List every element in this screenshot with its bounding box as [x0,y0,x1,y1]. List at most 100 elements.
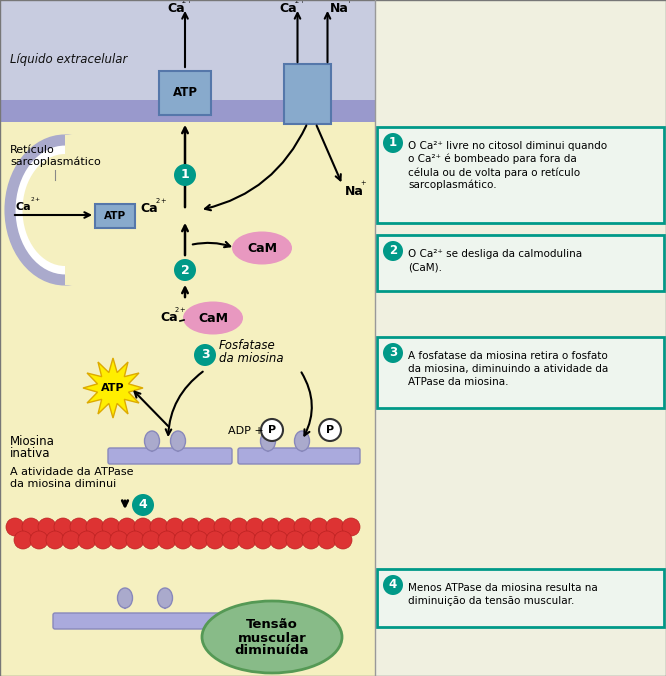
Circle shape [206,531,224,549]
Text: A fosfatase da miosina retira o fosfato: A fosfatase da miosina retira o fosfato [408,351,608,361]
Circle shape [94,531,112,549]
Circle shape [302,531,320,549]
Circle shape [383,575,403,595]
Text: Ca: Ca [160,311,178,324]
Ellipse shape [117,588,133,608]
Circle shape [158,531,176,549]
Text: diminuída: diminuída [234,644,309,658]
Ellipse shape [170,431,186,451]
FancyBboxPatch shape [159,71,211,115]
Circle shape [318,531,336,549]
Text: diminuição da tensão muscular.: diminuição da tensão muscular. [408,596,574,606]
Text: CaM: CaM [198,312,228,324]
Circle shape [238,531,256,549]
Text: 1: 1 [389,137,397,149]
Polygon shape [83,358,143,418]
Text: 4: 4 [389,579,397,592]
Circle shape [118,518,136,536]
FancyBboxPatch shape [377,127,664,223]
Text: Fosfatase: Fosfatase [219,339,276,352]
Circle shape [78,531,96,549]
Text: Retículo: Retículo [10,145,55,155]
Circle shape [383,241,403,261]
Circle shape [102,518,120,536]
Circle shape [174,259,196,281]
FancyBboxPatch shape [95,204,135,228]
Circle shape [46,531,64,549]
Circle shape [110,531,128,549]
Circle shape [270,531,288,549]
Text: $^{2+}$: $^{2+}$ [30,197,41,206]
Circle shape [246,518,264,536]
Circle shape [54,518,72,536]
Circle shape [182,518,200,536]
Text: ATP: ATP [101,383,125,393]
Circle shape [62,531,80,549]
Text: $^{2+}$: $^{2+}$ [174,307,186,317]
Text: Miosina: Miosina [10,435,55,448]
Text: A atividade da ATPase: A atividade da ATPase [10,467,133,477]
Text: 3: 3 [200,349,209,362]
Text: Na: Na [344,185,364,198]
Circle shape [14,531,32,549]
Text: sarcoplasmático: sarcoplasmático [10,157,101,167]
Circle shape [132,494,154,516]
Text: Tensão: Tensão [246,619,298,631]
Circle shape [254,531,272,549]
Text: ATP: ATP [172,87,198,99]
Bar [65,135,135,285]
Circle shape [326,518,344,536]
Circle shape [342,518,360,536]
Ellipse shape [294,431,310,451]
FancyBboxPatch shape [238,448,360,464]
Circle shape [70,518,88,536]
Text: $^{+}$: $^{+}$ [360,180,368,190]
Text: ADP +: ADP + [228,426,264,436]
Text: inativa: inativa [10,447,51,460]
Text: 3: 3 [389,347,397,360]
Text: ATPase da miosina.: ATPase da miosina. [408,377,509,387]
Text: célula ou de volta para o retículo: célula ou de volta para o retículo [408,167,580,178]
Text: da miosina diminui: da miosina diminui [10,479,117,489]
Text: 1: 1 [180,168,189,181]
Circle shape [150,518,168,536]
Text: Na: Na [330,2,348,15]
Text: O Ca²⁺ livre no citosol diminui quando: O Ca²⁺ livre no citosol diminui quando [408,141,607,151]
Circle shape [294,518,312,536]
Text: Ca: Ca [280,2,297,15]
Ellipse shape [145,431,159,451]
Circle shape [142,531,160,549]
Text: P: P [268,425,276,435]
Bar [0,122,375,676]
Text: $^{+}$: $^{+}$ [346,0,352,8]
Circle shape [6,518,24,536]
Text: Ca: Ca [167,2,184,15]
Text: da miosina, diminuindo a atividade da: da miosina, diminuindo a atividade da [408,364,608,374]
Circle shape [166,518,184,536]
Circle shape [222,531,240,549]
Circle shape [261,419,283,441]
FancyBboxPatch shape [53,613,247,629]
Circle shape [383,343,403,363]
Text: Ca: Ca [16,202,31,212]
Circle shape [319,419,341,441]
FancyBboxPatch shape [377,569,664,627]
Text: o Ca²⁺ é bombeado para fora da: o Ca²⁺ é bombeado para fora da [408,154,577,164]
Text: 2: 2 [180,264,189,276]
Ellipse shape [10,140,120,280]
Circle shape [286,531,304,549]
FancyBboxPatch shape [108,448,232,464]
Circle shape [383,133,403,153]
Text: 2: 2 [389,245,397,258]
Ellipse shape [157,588,172,608]
Ellipse shape [23,154,107,266]
Circle shape [30,531,48,549]
Ellipse shape [260,431,276,451]
Bar [0,100,375,122]
Circle shape [22,518,40,536]
Text: da miosina: da miosina [219,352,284,365]
Circle shape [190,531,208,549]
Text: 4: 4 [139,498,147,512]
Circle shape [126,531,144,549]
Circle shape [174,164,196,186]
